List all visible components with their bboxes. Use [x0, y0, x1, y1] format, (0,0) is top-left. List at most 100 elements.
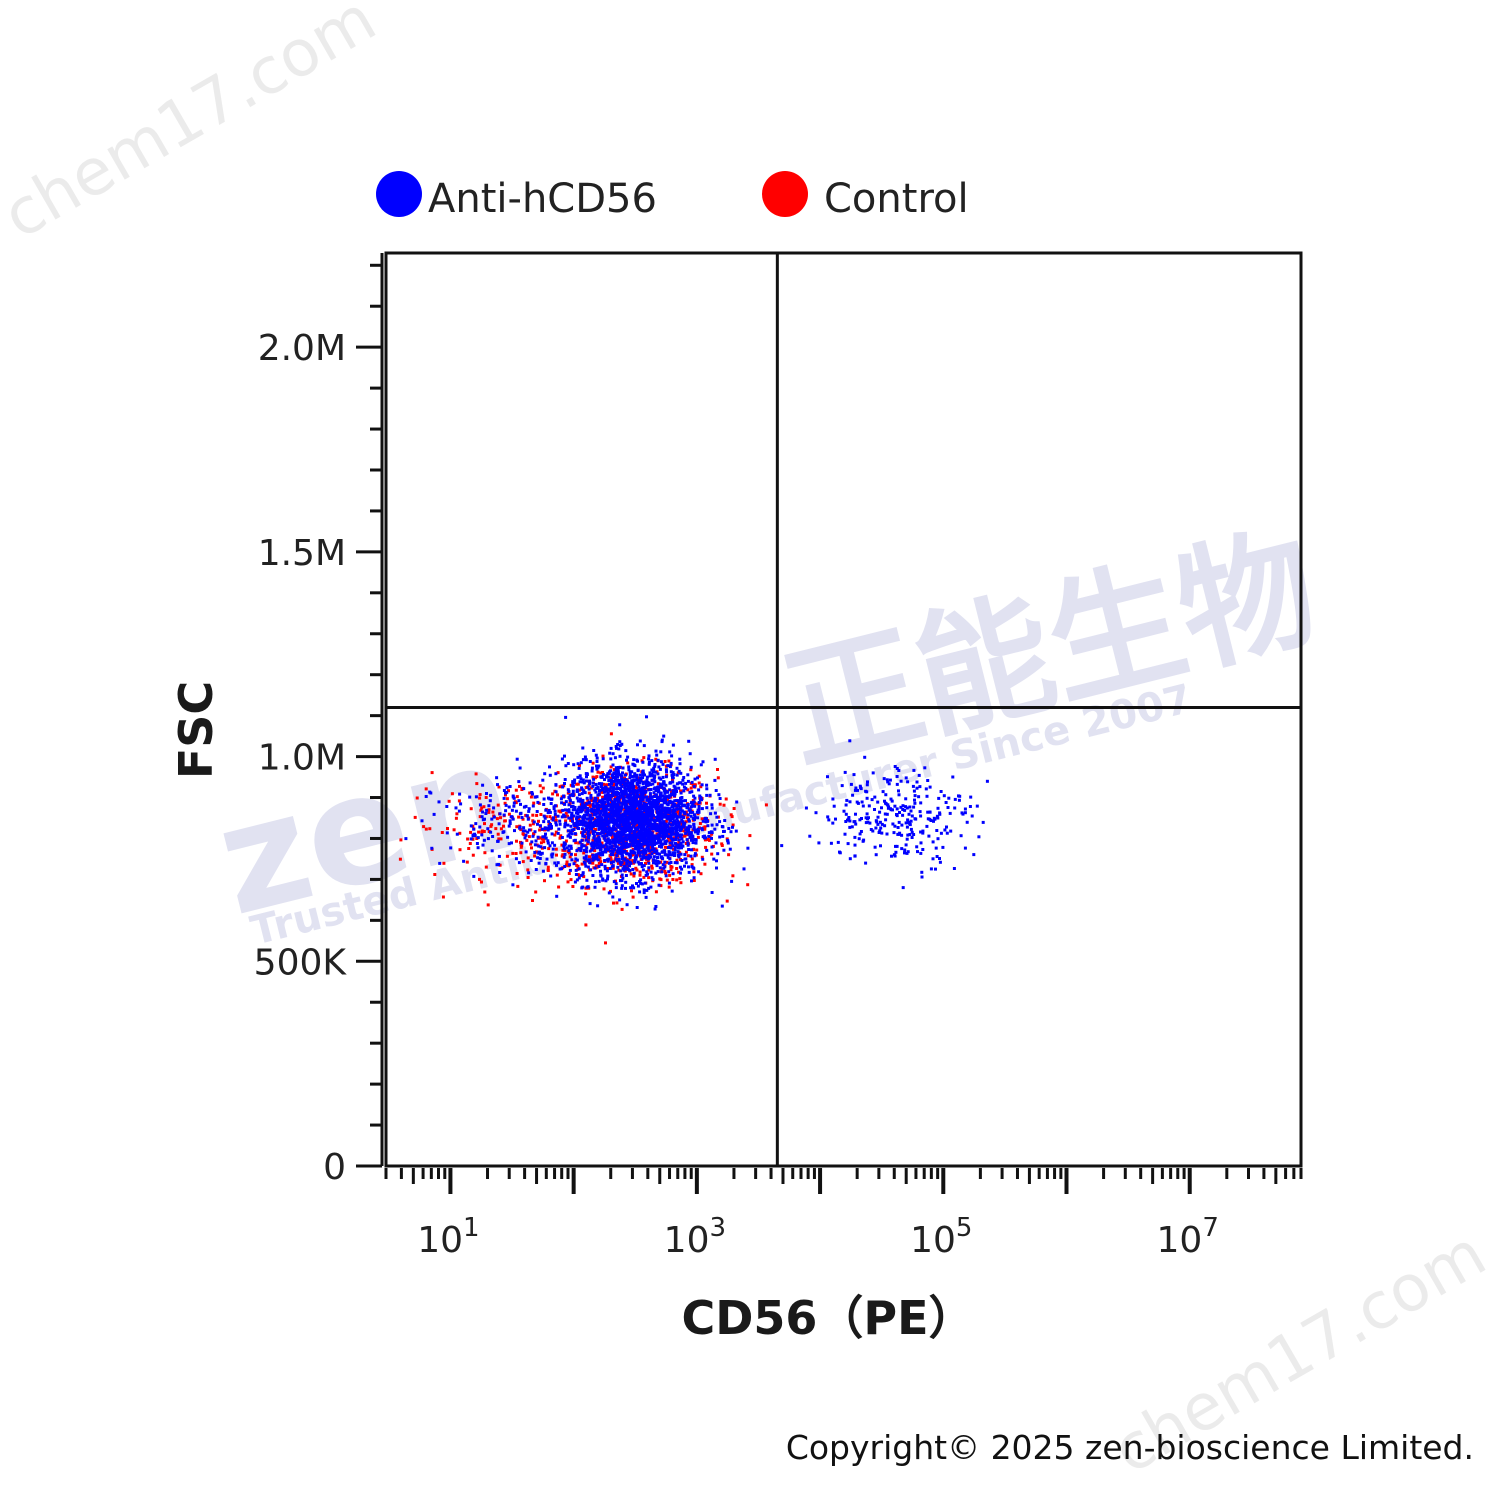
data-point	[543, 835, 547, 839]
data-point	[587, 821, 591, 825]
data-point	[697, 774, 701, 778]
data-point	[668, 794, 672, 798]
data-point	[679, 841, 683, 845]
data-point	[674, 804, 678, 808]
data-point	[550, 826, 553, 830]
data-point	[722, 848, 726, 852]
data-point	[478, 877, 481, 881]
data-point	[732, 807, 736, 810]
data-point	[539, 813, 543, 816]
data-point	[694, 830, 697, 834]
data-point	[607, 891, 611, 895]
data-point	[687, 739, 691, 743]
data-point	[629, 793, 633, 797]
data-point	[634, 845, 638, 849]
data-point	[602, 806, 606, 810]
data-point	[550, 797, 553, 801]
data-point	[689, 854, 693, 858]
data-point	[548, 765, 551, 769]
data-point	[652, 799, 656, 803]
data-point	[616, 743, 620, 746]
data-point	[572, 862, 576, 866]
data-point	[563, 865, 567, 868]
data-point	[676, 804, 680, 808]
data-point	[481, 810, 485, 814]
data-point	[457, 799, 461, 803]
data-point	[693, 818, 696, 822]
data-point	[502, 789, 506, 792]
data-point	[566, 808, 570, 812]
data-point	[581, 818, 585, 822]
data-point	[609, 778, 613, 782]
data-point	[608, 751, 612, 755]
data-point	[399, 838, 403, 842]
data-point	[656, 870, 660, 874]
data-point	[659, 760, 663, 764]
data-point	[629, 836, 633, 840]
x-tick-label: 105	[910, 1213, 972, 1261]
data-point	[641, 760, 645, 764]
data-point	[649, 885, 653, 889]
data-point	[404, 837, 408, 841]
data-point	[831, 797, 835, 801]
data-point	[664, 830, 667, 834]
data-point	[622, 792, 626, 796]
data-point	[670, 800, 674, 804]
copyright-notice: Copyright© 2025 zen-bioscience Limited.	[785, 1428, 1474, 1467]
data-point	[849, 782, 853, 786]
data-point	[582, 856, 586, 860]
data-point	[621, 766, 625, 770]
data-point	[618, 838, 622, 842]
data-point	[627, 768, 631, 772]
data-point	[485, 792, 488, 795]
data-point	[638, 851, 642, 855]
data-point	[595, 837, 599, 841]
data-point	[854, 786, 858, 790]
data-point	[662, 734, 666, 738]
data-point	[413, 815, 417, 819]
data-point	[602, 790, 606, 794]
data-point	[593, 885, 597, 889]
data-point	[597, 865, 601, 868]
data-point	[637, 825, 640, 829]
data-point	[919, 851, 923, 855]
data-point	[676, 807, 680, 811]
data-point	[668, 873, 672, 877]
data-point	[642, 839, 645, 843]
data-point	[450, 792, 454, 796]
data-point	[484, 796, 488, 799]
data-point	[641, 788, 645, 792]
data-point	[558, 785, 562, 789]
data-point	[668, 809, 672, 813]
data-point	[609, 849, 613, 853]
data-point	[586, 785, 590, 789]
data-point	[636, 851, 640, 855]
data-point	[726, 839, 730, 843]
data-point	[610, 819, 614, 823]
data-point	[678, 828, 682, 832]
data-point	[517, 861, 521, 865]
data-point	[651, 848, 654, 852]
data-point	[631, 884, 634, 888]
data-point	[635, 778, 639, 782]
data-point	[675, 832, 678, 836]
data-point	[588, 813, 592, 817]
data-point	[591, 781, 595, 785]
data-point	[579, 761, 583, 765]
data-point	[673, 861, 677, 865]
data-point	[639, 881, 643, 885]
data-point	[531, 822, 535, 826]
data-point	[575, 849, 579, 853]
data-point	[817, 841, 821, 845]
data-point	[626, 800, 630, 804]
data-point	[882, 777, 886, 781]
data-point	[607, 857, 611, 861]
data-point	[622, 859, 626, 863]
data-point	[622, 778, 626, 782]
data-point	[611, 788, 615, 792]
data-point	[576, 812, 580, 815]
data-point	[632, 801, 635, 805]
data-point	[506, 835, 510, 839]
data-point	[607, 825, 611, 829]
